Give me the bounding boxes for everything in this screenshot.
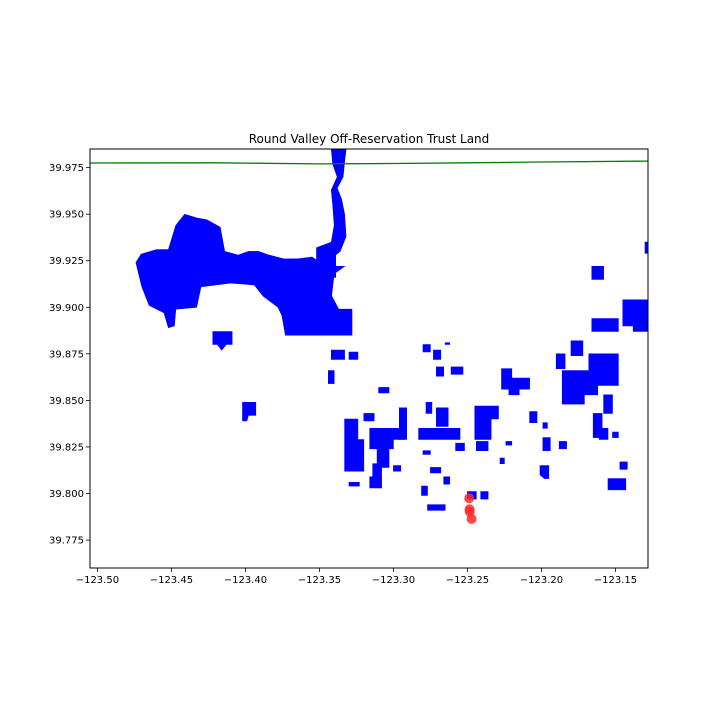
trust-land-parcel: [435, 407, 449, 427]
trust-land-parcel: [480, 491, 489, 500]
trust-land-parcel: [542, 422, 548, 429]
x-tick-label: −123.35: [298, 575, 341, 586]
trust-land-parcel: [443, 476, 451, 485]
trust-land-parcel: [135, 213, 346, 329]
x-tick-label: −123.50: [76, 575, 119, 586]
trust-land-parcel: [327, 370, 335, 384]
trust-land-parcel: [475, 441, 489, 452]
trust-land-parcel: [455, 442, 465, 452]
axes-frame: [89, 148, 649, 569]
trust-land-parcel: [344, 418, 365, 472]
trust-land-parcel: [363, 413, 375, 422]
trust-land-parcel: [348, 351, 359, 360]
trust-land-parcel: [529, 411, 538, 424]
point-marker: [466, 514, 477, 524]
trust-land-parcel: [499, 457, 505, 465]
trust-land-parcel: [330, 349, 345, 360]
trust-land-parcel: [422, 344, 431, 353]
trust-land-parcel: [319, 253, 337, 278]
y-tick-label: 39.925: [49, 256, 84, 267]
trust-land-parcel: [393, 465, 402, 472]
trust-land-parcel: [279, 286, 353, 336]
x-tick-label: −123.25: [446, 575, 489, 586]
trust-land-parcels: [135, 149, 648, 511]
point-marker: [464, 493, 475, 504]
trust-land-parcel: [598, 427, 609, 440]
trust-land-parcel: [398, 407, 408, 440]
trust-land-parcel: [505, 441, 513, 446]
trust-land-parcel: [644, 241, 648, 254]
trust-land-parcel: [430, 467, 442, 474]
trust-land-parcel: [558, 441, 567, 450]
trust-land-parcel: [212, 331, 233, 351]
trust-land-parcel: [542, 437, 551, 452]
trust-land-parcel: [508, 383, 520, 396]
trust-land-parcel: [289, 258, 313, 282]
y-tick-label: 39.825: [49, 442, 84, 453]
points-layer: [464, 493, 477, 524]
x-tick-label: −123.30: [372, 575, 415, 586]
y-tick-label: 39.850: [49, 396, 84, 407]
x-axis: −123.50 −123.45 −123.40 −123.35 −123.30 −123.…: [76, 568, 637, 586]
trust-land-parcel: [378, 387, 390, 394]
boundary-line-layer: [90, 160, 648, 165]
y-tick-label: 39.975: [49, 163, 84, 174]
trust-land-parcel: [242, 401, 257, 422]
boundary-line: [90, 160, 648, 165]
y-tick-label: 39.775: [49, 536, 84, 547]
x-tick-label: −123.15: [594, 575, 637, 586]
trust-land-parcel: [418, 427, 461, 440]
trust-land-parcel: [435, 366, 445, 377]
y-tick-label: 39.900: [49, 303, 84, 314]
trust-land-parcel: [570, 340, 584, 357]
trust-land-parcel: [591, 318, 619, 332]
y-axis: 39.775 39.800 39.825 39.850 39.875 39.900 39.9…: [49, 163, 90, 547]
chart-title: Round Valley Off-Reservation Trust Land: [249, 132, 490, 146]
trust-land-parcel: [369, 463, 382, 489]
trust-land-parcel: [444, 342, 451, 345]
y-tick-label: 39.950: [49, 210, 84, 221]
trust-land-parcel: [591, 265, 604, 280]
trust-land-parcel: [603, 394, 613, 414]
plot-area: [89, 148, 649, 569]
trust-land-parcel: [421, 485, 428, 496]
trust-land-parcel: [501, 368, 530, 390]
trust-land-parcel: [622, 299, 648, 332]
trust-land-parcel: [425, 401, 433, 414]
x-tick-label: −123.45: [150, 575, 193, 586]
y-tick-label: 39.875: [49, 349, 84, 360]
trust-land-parcel: [555, 353, 566, 370]
trust-land-parcel: [427, 504, 446, 511]
trust-land-parcel: [348, 481, 360, 487]
trust-land-parcel: [561, 353, 619, 405]
trust-land-parcel: [539, 465, 550, 479]
x-tick-label: −123.20: [520, 575, 563, 586]
trust-land-parcel: [450, 366, 464, 375]
trust-land-parcel: [612, 431, 619, 438]
trust-land-parcel: [422, 450, 431, 455]
trust-land-parcel: [376, 446, 390, 468]
trust-land-parcel: [607, 478, 627, 491]
trust-land-parcel: [474, 405, 499, 440]
trust-land-parcel: [619, 461, 628, 470]
x-tick-label: −123.40: [224, 575, 267, 586]
trust-land-parcel: [433, 349, 442, 360]
y-tick-label: 39.800: [49, 489, 84, 500]
